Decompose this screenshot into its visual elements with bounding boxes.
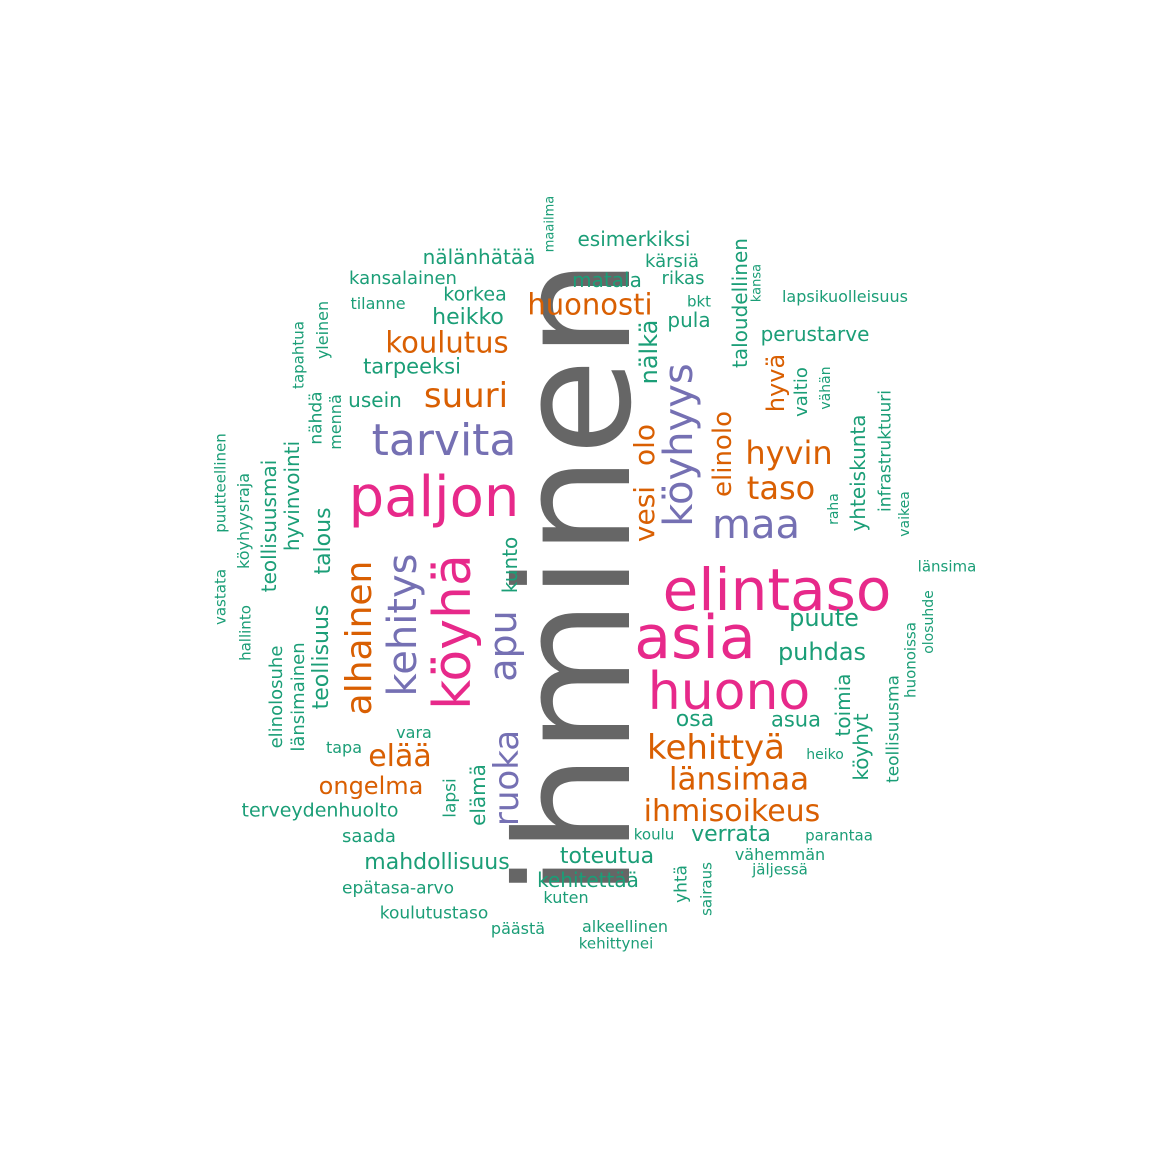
word-tilanne: tilanne [350,294,406,313]
word-koyha: köyhä [423,554,483,710]
word-kansalainen: kansalainen [349,268,457,289]
word-lansima: länsima [917,557,977,576]
word-olosuhde: olosuhde [921,590,937,654]
word-hyvin: hyvin [745,434,833,472]
word-pula: pula [667,308,711,332]
word-bkt: bkt [686,292,712,311]
word-teollisuus: teollisuus [309,604,334,710]
word-elinolo: elinolo [708,411,738,497]
word-hallinto: hallinto [236,605,255,661]
word-epatasa-arvo: epätasa-arvo [341,878,455,899]
word-ruoka: ruoka [487,729,527,827]
word-esimerkiksi: esimerkiksi [577,227,691,251]
word-lapsikuolleisuus: lapsikuolleisuus [781,287,909,306]
word-verrata: verrata [691,822,771,847]
word-elama: elämä [466,764,490,826]
word-koulutus: koulutus [385,325,509,360]
word-koyhyt: köyhyt [849,713,873,781]
word-yleinen: yleinen [313,300,332,360]
word-vahemman: vähemmän [734,845,826,864]
word-paljon: paljon [348,465,520,530]
word-kuten: kuten [543,888,589,907]
word-heikko: heikko [432,305,504,330]
word-hyvinvointi: hyvinvointi [280,440,304,552]
word-koulutustaso: koulutustaso [379,903,489,924]
word-matala: matala [572,268,642,292]
word-valtio: valtio [791,367,812,417]
word-nalka: nälkä [635,319,663,385]
word-koulu: koulu [633,825,675,844]
word-ongelma: ongelma [318,772,424,800]
word-vara: vara [396,723,432,742]
word-maailma: maailma [542,195,558,253]
word-teollisuusmai: teollisuusmai [257,459,281,593]
word-yhta: yhtä [671,865,692,903]
word-puute: puute [789,604,859,632]
word-huonosti: huonosti [527,287,653,322]
word-infrastruktuuri: infrastruktuuri [875,390,896,512]
word-tarpeeksi: tarpeeksi [363,354,461,379]
word-vahan: vähän [818,366,834,410]
word-lapsi: lapsi [440,778,461,818]
word-toteutua: toteutua [559,844,655,869]
word-asua: asua [771,707,821,732]
word-lansimaa: länsimaa [668,761,810,798]
word-huono: huono [647,662,811,722]
word-tapa: tapa [325,738,363,757]
word-nalanhataa: nälänhätää [422,245,536,269]
word-taso: taso [746,469,816,507]
word-hyva: hyvä [762,353,790,413]
word-mahdollisuus: mahdollisuus [364,850,510,875]
word-kunto: kunto [498,536,522,594]
word-vaikea: vaikea [897,491,913,537]
word-elinolosuhe: elinolosuhe [266,645,287,749]
word-suuri: suuri [423,376,509,416]
word-terveydenhuolto: terveydenhuolto [241,799,399,822]
word-apu: apu [481,610,525,682]
word-alhainen: alhainen [339,560,380,716]
word-kehittya: kehittyä [646,728,786,768]
word-vesi: vesi [628,485,661,543]
word-olo: olo [628,423,661,467]
word-heiko: heiko [806,747,844,763]
word-kehitys: kehitys [380,553,426,697]
word-maa: maa [712,502,800,548]
word-elaa: elää [368,739,432,774]
word-huonoissa: huonoissa [901,622,920,698]
word-yhteiskunta: yhteiskunta [846,414,870,532]
word-kansa: kansa [749,263,765,303]
word-asia: asia [634,603,756,673]
word-korkea: korkea [443,283,507,306]
word-parantaa: parantaa [805,826,873,845]
word-jaljessa: jäljessä [752,860,808,879]
word-elintaso: elintaso [662,556,892,624]
word-menna: mennä [326,394,345,450]
word-alkeellinen: alkeellinen [581,917,669,936]
word-koyhyysraja: köyhyysraja [234,473,253,569]
word-rikas: rikas [661,268,705,289]
word-puhdas: puhdas [777,638,867,666]
word-saada: saada [342,826,396,847]
word-tarvita: tarvita [371,415,517,466]
word-lansimainen: länsimainen [288,642,309,752]
word-taloudellinen: taloudellinen [728,238,752,368]
word-paasta: päästä [490,919,546,938]
word-osa: osa [675,707,715,732]
word-teollisuusma: teollisuusma [883,675,904,783]
word-ihmisoikeus: ihmisoikeus [643,794,821,829]
word-karsia: kärsiä [645,251,699,272]
word-sairaus: sairaus [697,862,716,916]
word-perustarve: perustarve [760,322,870,346]
word-nahda: nähdä [306,391,327,445]
word-koyhyys: köyhyys [656,363,702,527]
word-puutteellinen: puutteellinen [211,433,230,533]
word-usein: usein [348,388,402,412]
word-raha: raha [826,493,842,525]
word-tapahtua: tapahtua [289,321,308,389]
word-talous: talous [311,507,336,575]
word-kehittynei: kehittynei [578,934,654,953]
word-kehitettaa: kehitettää [537,868,639,892]
word-vastata: vastata [211,568,230,626]
